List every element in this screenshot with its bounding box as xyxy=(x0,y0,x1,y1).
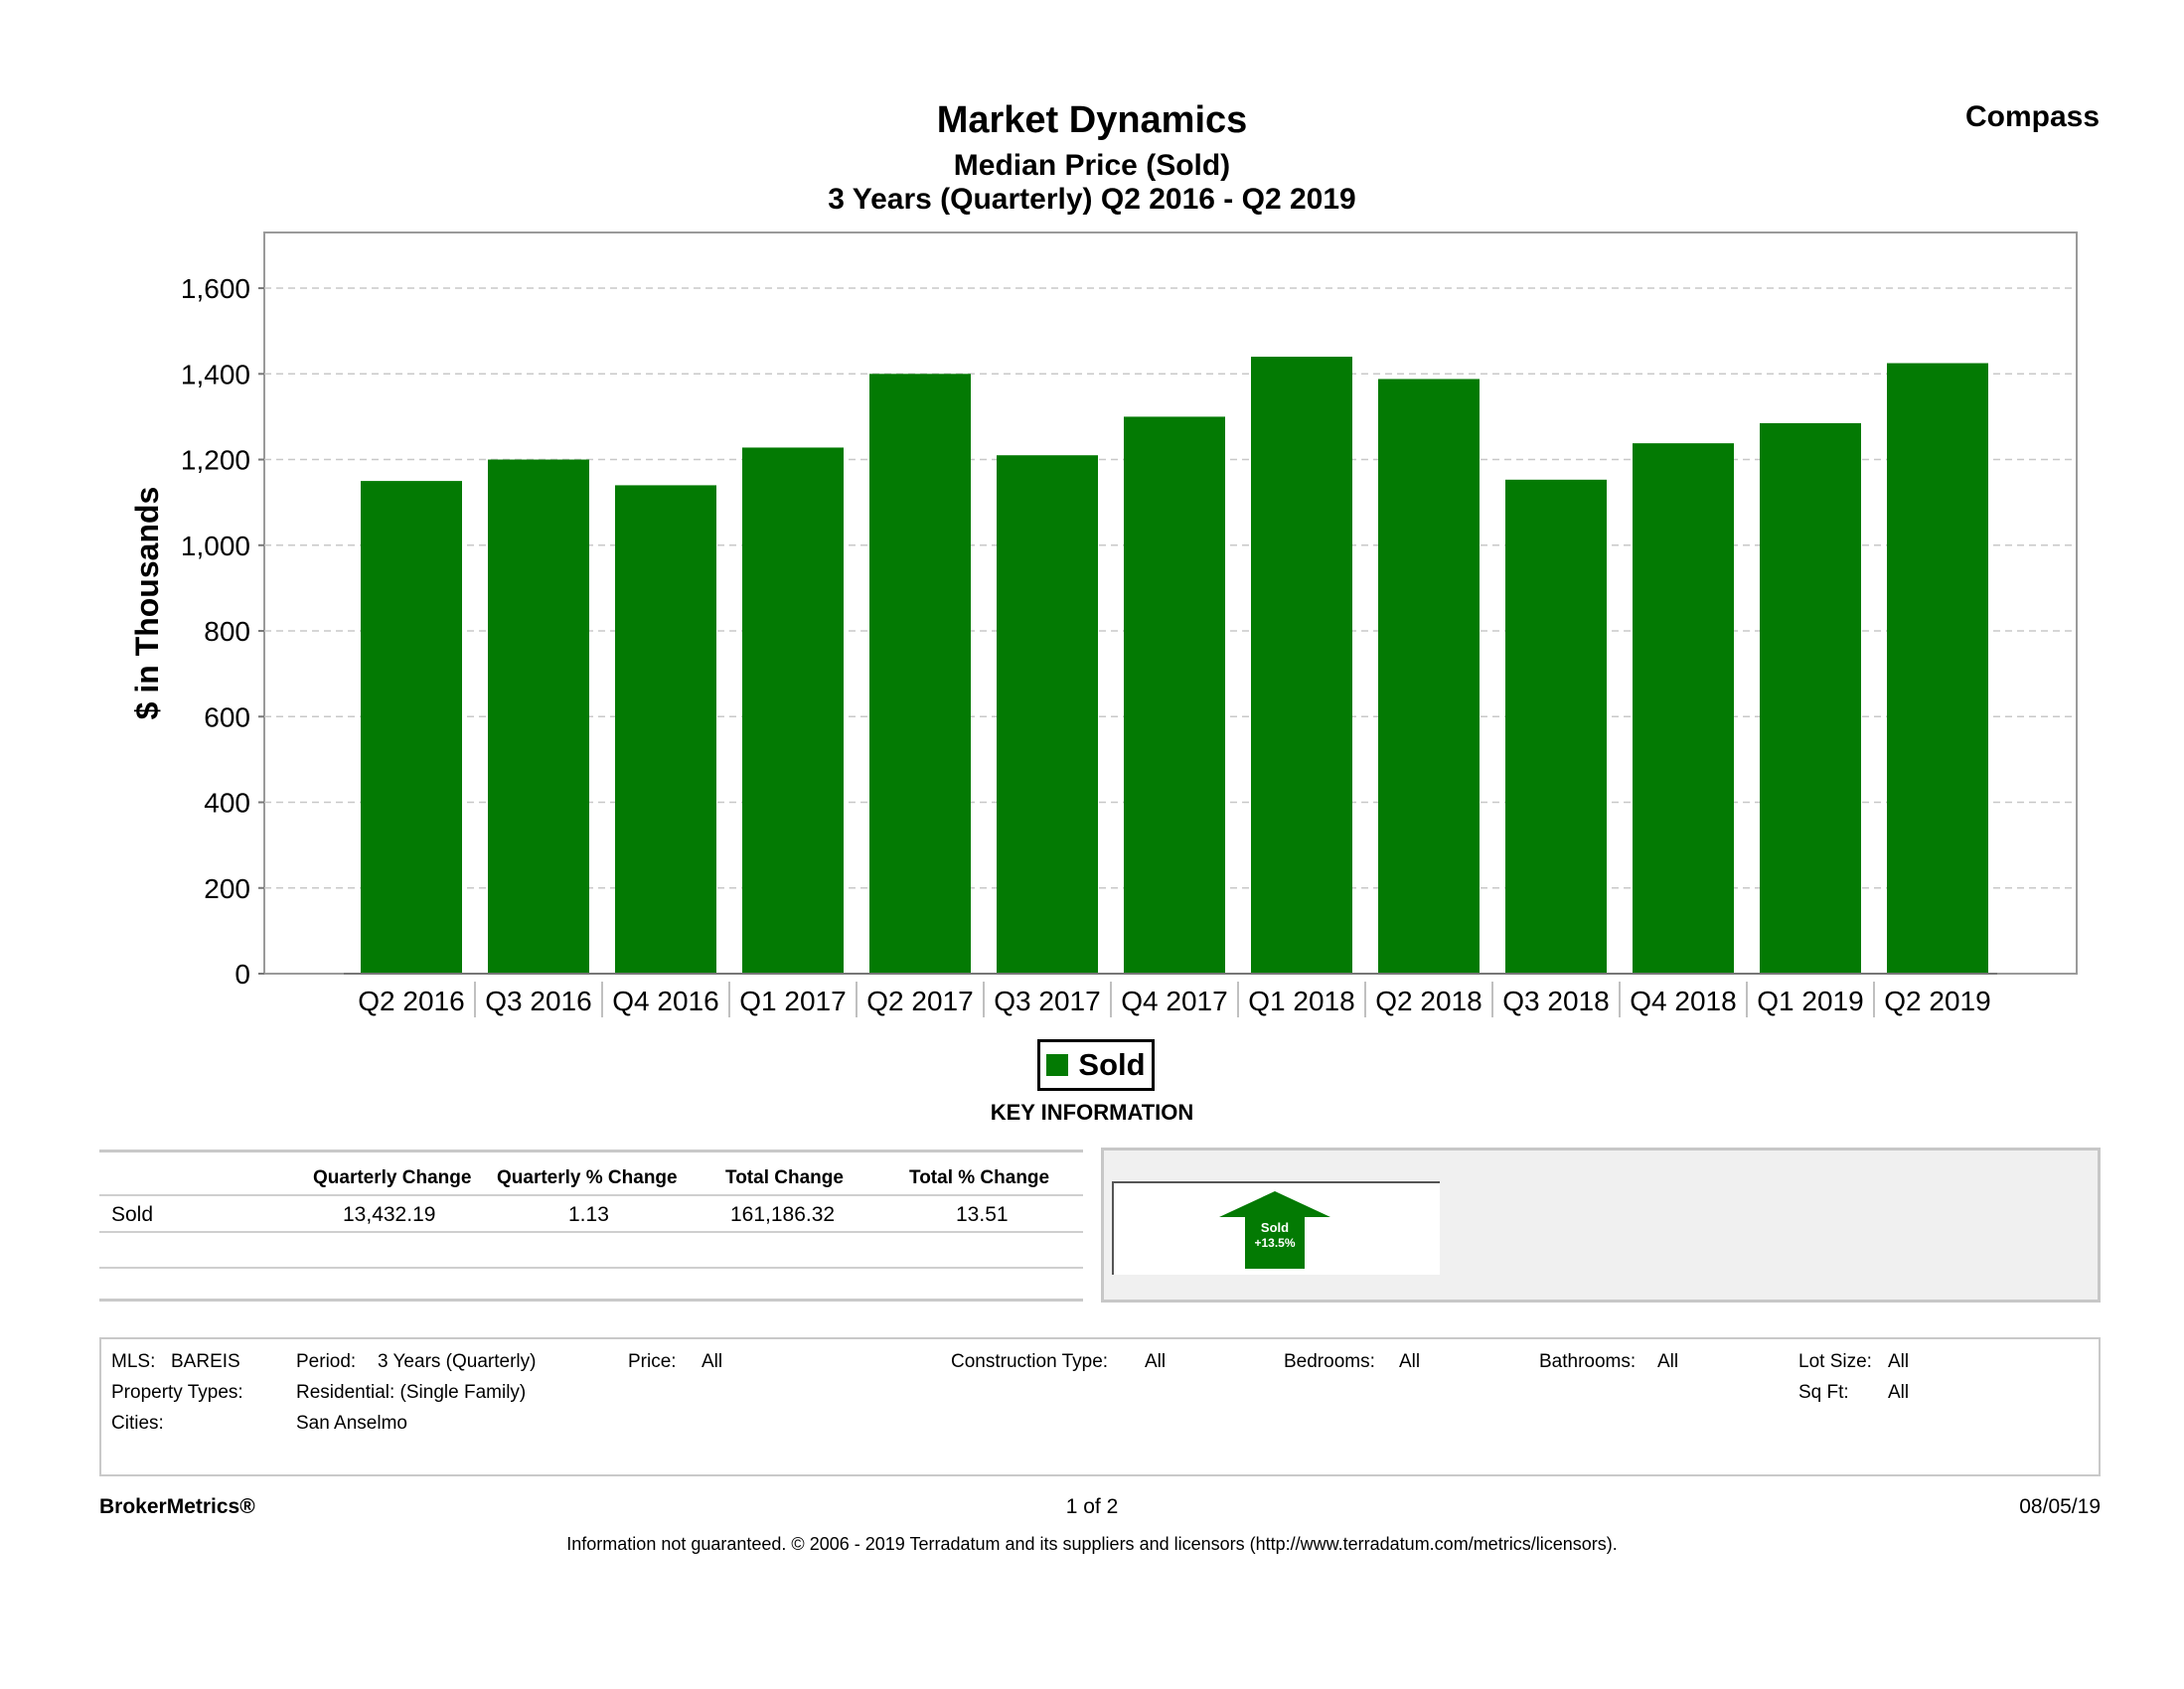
filter-price-label: Price: xyxy=(628,1351,677,1372)
table-top-border xyxy=(99,1150,1083,1152)
header-total-change: Total Change xyxy=(725,1167,844,1188)
cell-quarterly-change: 13,432.19 xyxy=(343,1203,436,1226)
table-row-divider xyxy=(99,1267,1083,1269)
disclaimer-text: Information not guaranteed. © 2006 - 201… xyxy=(566,1534,1618,1554)
x-tick-label: Q2 2017 xyxy=(866,986,973,1016)
y-tick-label: 800 xyxy=(204,616,250,647)
filter-bathrooms-value: All xyxy=(1657,1351,1679,1372)
cell-total-change: 161,186.32 xyxy=(730,1203,836,1226)
bar-q3-2018 xyxy=(1505,479,1607,974)
filter-construction-value: All xyxy=(1145,1351,1167,1372)
up-arrow-icon: Sold +13.5% xyxy=(1219,1191,1330,1269)
table-row-divider xyxy=(99,1194,1083,1196)
bar-q1-2017 xyxy=(742,447,844,974)
header-quarterly-change: Quarterly Change xyxy=(313,1167,472,1188)
change-indicator-box: Sold +13.5% xyxy=(1112,1181,1440,1275)
bar-q2-2018 xyxy=(1378,379,1480,974)
filter-construction-label: Construction Type: xyxy=(951,1351,1109,1372)
filter-sqft-value: All xyxy=(1888,1382,1910,1403)
y-tick-label: 1,000 xyxy=(181,531,250,561)
key-information-title: KEY INFORMATION xyxy=(990,1100,1194,1125)
bar-q3-2016 xyxy=(488,459,589,975)
y-tick-label: 200 xyxy=(204,873,250,904)
y-tick-label: 1,200 xyxy=(181,445,250,476)
x-tick-label: Q1 2019 xyxy=(1757,986,1863,1016)
bar-q4-2017 xyxy=(1124,416,1225,974)
bar-q4-2016 xyxy=(615,485,716,974)
bar-q2-2016 xyxy=(361,481,462,974)
chart-title: Market Dynamics xyxy=(936,99,1248,141)
filter-lotsize-value: All xyxy=(1888,1351,1910,1372)
bar-series-sold xyxy=(361,357,1988,975)
x-tick-label: Q4 2017 xyxy=(1121,986,1227,1016)
header-quarterly-pct-change: Quarterly % Change xyxy=(497,1167,678,1188)
bar-chart: 0 200 400 600 800 1,000 1,200 1,400 1,600 Q2 201… xyxy=(129,231,2078,1017)
y-tick-label: 1,600 xyxy=(181,273,250,304)
filter-bedrooms-value: All xyxy=(1399,1351,1421,1372)
filter-cities-value: San Anselmo xyxy=(296,1413,407,1434)
badge-value: +13.5% xyxy=(1254,1236,1295,1250)
y-axis-label: $ in Thousands xyxy=(129,487,165,720)
report-filters: MLS: BAREIS Period: 3 Years (Quarterly) … xyxy=(99,1337,2101,1476)
bar-q2-2017 xyxy=(869,374,971,975)
filter-cities-label: Cities: xyxy=(111,1413,164,1434)
filter-mls-value: BAREIS xyxy=(171,1351,240,1372)
x-tick-label: Q2 2018 xyxy=(1375,986,1482,1016)
filter-bedrooms-label: Bedrooms: xyxy=(1284,1351,1375,1372)
x-tick-label: Q4 2018 xyxy=(1630,986,1736,1016)
y-tick-label: 0 xyxy=(234,959,250,990)
x-tick-label: Q3 2017 xyxy=(994,986,1100,1016)
filter-lotsize-label: Lot Size: xyxy=(1798,1351,1872,1372)
filter-price-value: All xyxy=(702,1351,723,1372)
filter-property-types-label: Property Types: xyxy=(111,1382,243,1403)
filter-period-value: 3 Years (Quarterly) xyxy=(378,1351,537,1372)
bar-q3-2017 xyxy=(997,455,1098,974)
y-axis-ticks: 0 200 400 600 800 1,000 1,200 1,400 1,600 xyxy=(181,273,264,990)
x-tick-label: Q2 2016 xyxy=(358,986,464,1016)
table-row-divider xyxy=(99,1231,1083,1233)
chart-subtitle: Median Price (Sold) xyxy=(953,149,1231,182)
legend-label-sold: Sold xyxy=(1078,1047,1146,1082)
x-tick-label: Q1 2017 xyxy=(739,986,846,1016)
filter-mls-label: MLS: xyxy=(111,1351,156,1372)
y-tick-label: 1,400 xyxy=(181,359,250,389)
report-date: 08/05/19 xyxy=(2019,1495,2101,1518)
bar-q1-2018 xyxy=(1251,357,1352,975)
x-axis-ticks: Q2 2016 Q3 2016 Q4 2016 Q1 2017 Q2 2017 Q3 20… xyxy=(358,982,1991,1017)
header-total-pct-change: Total % Change xyxy=(909,1167,1050,1188)
bar-q2-2019 xyxy=(1887,363,1988,974)
cell-total-pct-change: 13.51 xyxy=(956,1203,1009,1226)
x-tick-label: Q3 2016 xyxy=(485,986,591,1016)
y-tick-label: 400 xyxy=(204,788,250,819)
chart-period: 3 Years (Quarterly) Q2 2016 - Q2 2019 xyxy=(828,183,1356,216)
x-tick-label: Q3 2018 xyxy=(1502,986,1609,1016)
filter-bathrooms-label: Bathrooms: xyxy=(1539,1351,1637,1372)
badge-label: Sold xyxy=(1261,1220,1289,1235)
cell-quarterly-pct-change: 1.13 xyxy=(568,1203,609,1226)
change-indicator-panel: Sold +13.5% xyxy=(1101,1148,2101,1303)
x-tick-label: Q1 2018 xyxy=(1248,986,1354,1016)
brand-name: Compass xyxy=(1964,100,2100,133)
x-tick-label: Q4 2016 xyxy=(612,986,718,1016)
table-bottom-border xyxy=(99,1299,1083,1302)
chart-legend: Sold xyxy=(1037,1039,1155,1091)
footer-brand: BrokerMetrics® xyxy=(99,1495,255,1518)
page-number: 1 of 2 xyxy=(1065,1495,1119,1518)
bar-q1-2019 xyxy=(1760,422,1861,975)
row-label-sold: Sold xyxy=(111,1203,154,1226)
filter-sqft-label: Sq Ft: xyxy=(1798,1382,1849,1403)
x-tick-label: Q2 2019 xyxy=(1884,986,1990,1016)
filter-property-types-value: Residential: (Single Family) xyxy=(296,1382,527,1403)
y-tick-label: 600 xyxy=(204,701,250,732)
legend-swatch-sold xyxy=(1046,1054,1069,1076)
bar-q4-2018 xyxy=(1633,443,1734,974)
filter-period-label: Period: xyxy=(296,1351,357,1372)
